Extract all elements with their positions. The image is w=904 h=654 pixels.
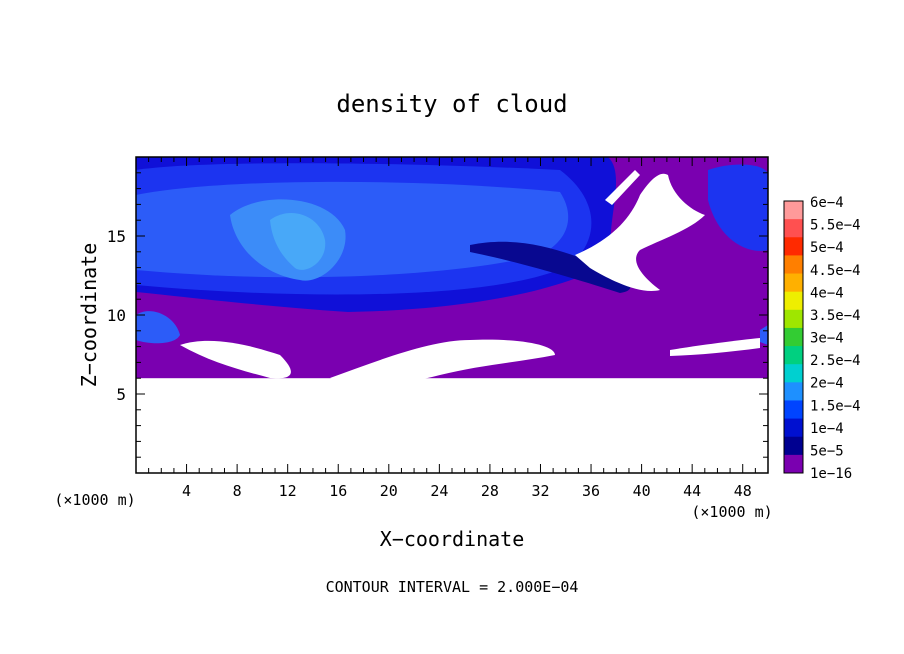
mid-blue-core — [136, 181, 569, 278]
colorbar-label: 4e−4 — [810, 285, 844, 301]
y-tick-label: 5 — [116, 385, 126, 404]
y-axis-ticks: 5 10 15 — [107, 172, 768, 458]
colorbar-label: 4.5e−4 — [810, 263, 861, 279]
colorbar-frame — [783, 200, 804, 474]
colorbar-label: 2e−4 — [810, 376, 844, 392]
right-blue-patch — [708, 164, 768, 251]
colorbar-swatch — [784, 382, 803, 401]
colorbar-swatch — [784, 291, 803, 311]
x-tick-label: 40 — [633, 482, 651, 500]
colorbar-swatch — [784, 201, 803, 220]
colorbar-labels: 6e−4 5.5e−4 5e−4 4.5e−4 4e−4 3.5e−4 3e−4 2.5e−4… — [810, 195, 861, 482]
colorbar-label: 1e−4 — [810, 421, 844, 437]
contour-interval-note: CONTOUR INTERVAL = 2.000E−04 — [326, 578, 579, 596]
plot-area — [136, 157, 768, 386]
colorbar-label: 3.5e−4 — [810, 308, 861, 324]
colorbar-swatch — [784, 400, 803, 420]
x-tick-label: 20 — [380, 482, 398, 500]
x-tick-label: 4 — [182, 482, 191, 500]
right-edge-blue — [760, 325, 768, 345]
x-tick-label: 8 — [233, 482, 242, 500]
x-axis-ticks: 4 8 12 16 20 24 28 32 36 40 44 48 — [148, 157, 756, 500]
x-unit-right: (×1000 m) — [691, 503, 772, 521]
colorbar-swatch — [784, 327, 803, 347]
gap-left-low — [180, 340, 291, 379]
colorbar-swatch — [784, 346, 803, 365]
colorbar-swatch — [784, 237, 803, 256]
left-blue-eddy — [136, 311, 180, 344]
colorbar-label: 2.5e−4 — [810, 353, 861, 369]
colorbar-swatch — [784, 309, 803, 329]
colorbar-swatch — [784, 364, 803, 383]
x-tick-label: 24 — [430, 482, 448, 500]
colorbar-swatch — [784, 436, 803, 456]
colorbar-swatch — [784, 418, 803, 438]
x-unit-left: (×1000 m) — [54, 491, 135, 509]
colorbar-label: 5e−5 — [810, 443, 844, 459]
colorbar-swatch — [784, 219, 803, 238]
colorbar-swatch — [784, 255, 803, 275]
cyan-blue-swirl — [270, 212, 326, 270]
x-tick-label: 28 — [481, 482, 499, 500]
colorbar-label: 3e−4 — [810, 331, 844, 347]
y-tick-label: 10 — [107, 306, 126, 325]
y-axis-label: Z−coordinate — [77, 243, 101, 388]
y-tick-label: 15 — [107, 227, 126, 246]
colorbar-label: 1e−16 — [810, 466, 852, 482]
gap-upper-right — [575, 173, 705, 291]
colorbar-swatch — [784, 273, 803, 293]
colorbar-label: 5e−4 — [810, 240, 844, 256]
x-tick-label: 48 — [734, 482, 752, 500]
colorbar-label: 6e−4 — [810, 195, 844, 211]
colorbar-swatch — [784, 454, 803, 474]
x-tick-label: 32 — [531, 482, 549, 500]
x-tick-label: 12 — [279, 482, 297, 500]
gap-right-low — [670, 338, 760, 356]
colorbar-label: 1.5e−4 — [810, 398, 861, 414]
chart-title: density of cloud — [336, 90, 567, 118]
navy-streak — [470, 241, 631, 293]
gap-center-low — [330, 339, 555, 386]
x-axis-label: X−coordinate — [380, 527, 525, 551]
x-tick-label: 36 — [582, 482, 600, 500]
colorbar-label: 5.5e−4 — [810, 218, 861, 234]
colorbar — [783, 200, 804, 474]
x-tick-label: 16 — [329, 482, 347, 500]
gap-upper-slit — [605, 170, 640, 205]
x-tick-label: 44 — [683, 482, 701, 500]
